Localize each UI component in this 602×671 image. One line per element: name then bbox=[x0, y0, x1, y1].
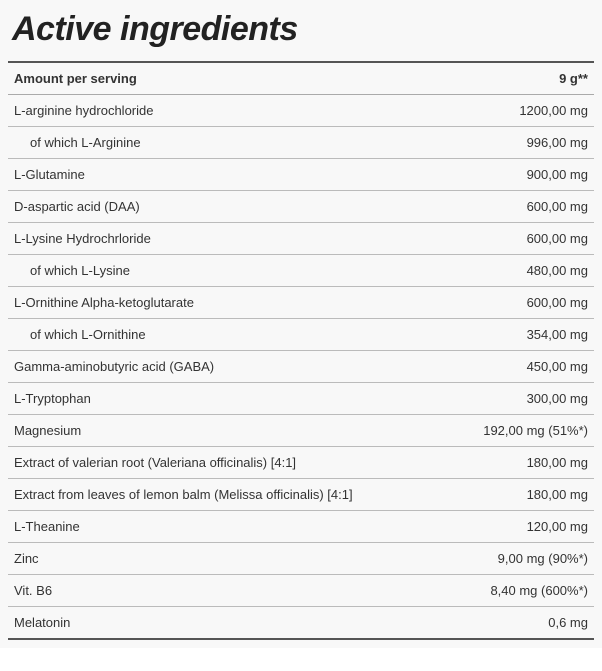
table-row: L-Tryptophan300,00 mg bbox=[8, 383, 594, 415]
ingredient-value: 600,00 mg bbox=[448, 223, 594, 255]
ingredient-value: 450,00 mg bbox=[448, 351, 594, 383]
ingredient-name: of which L-Arginine bbox=[8, 127, 448, 159]
table-row: Extract of valerian root (Valeriana offi… bbox=[8, 447, 594, 479]
table-row: L-Ornithine Alpha-ketoglutarate600,00 mg bbox=[8, 287, 594, 319]
table-row: L-arginine hydrochloride1200,00 mg bbox=[8, 95, 594, 127]
ingredient-name: Extract from leaves of lemon balm (Melis… bbox=[8, 479, 448, 511]
ingredient-name: Extract of valerian root (Valeriana offi… bbox=[8, 447, 448, 479]
ingredient-value: 120,00 mg bbox=[448, 511, 594, 543]
table-row: L-Theanine120,00 mg bbox=[8, 511, 594, 543]
table-row: Extract from leaves of lemon balm (Melis… bbox=[8, 479, 594, 511]
table-row: L-Glutamine900,00 mg bbox=[8, 159, 594, 191]
table-row: of which L-Lysine480,00 mg bbox=[8, 255, 594, 287]
ingredient-name: L-Ornithine Alpha-ketoglutarate bbox=[8, 287, 448, 319]
table-row: L-Lysine Hydrochrloride600,00 mg bbox=[8, 223, 594, 255]
ingredient-name: L-Theanine bbox=[8, 511, 448, 543]
table-row: D-aspartic acid (DAA)600,00 mg bbox=[8, 191, 594, 223]
table-row: of which L-Arginine996,00 mg bbox=[8, 127, 594, 159]
ingredient-name: of which L-Ornithine bbox=[8, 319, 448, 351]
ingredient-value: 600,00 mg bbox=[448, 191, 594, 223]
table-row: Magnesium192,00 mg (51%*) bbox=[8, 415, 594, 447]
ingredient-value: 180,00 mg bbox=[448, 447, 594, 479]
table-row: Gamma-aminobutyric acid (GABA)450,00 mg bbox=[8, 351, 594, 383]
ingredient-name: Magnesium bbox=[8, 415, 448, 447]
ingredient-name: Zinc bbox=[8, 543, 448, 575]
table-header-row: Amount per serving 9 g** bbox=[8, 62, 594, 95]
ingredient-name: L-Glutamine bbox=[8, 159, 448, 191]
ingredient-value: 192,00 mg (51%*) bbox=[448, 415, 594, 447]
ingredient-value: 354,00 mg bbox=[448, 319, 594, 351]
ingredient-name: L-Tryptophan bbox=[8, 383, 448, 415]
ingredient-name: Gamma-aminobutyric acid (GABA) bbox=[8, 351, 448, 383]
ingredient-value: 480,00 mg bbox=[448, 255, 594, 287]
ingredients-panel: Active ingredients Amount per serving 9 … bbox=[0, 0, 602, 648]
table-row: Melatonin0,6 mg bbox=[8, 607, 594, 640]
ingredient-value: 300,00 mg bbox=[448, 383, 594, 415]
ingredient-name: L-Lysine Hydrochrloride bbox=[8, 223, 448, 255]
ingredient-value: 9,00 mg (90%*) bbox=[448, 543, 594, 575]
table-row: Vit. B68,40 mg (600%*) bbox=[8, 575, 594, 607]
ingredient-name: D-aspartic acid (DAA) bbox=[8, 191, 448, 223]
table-row: of which L-Ornithine354,00 mg bbox=[8, 319, 594, 351]
ingredient-value: 600,00 mg bbox=[448, 287, 594, 319]
page-title: Active ingredients bbox=[8, 4, 594, 61]
ingredient-name: Vit. B6 bbox=[8, 575, 448, 607]
ingredient-value: 900,00 mg bbox=[448, 159, 594, 191]
ingredient-name: of which L-Lysine bbox=[8, 255, 448, 287]
ingredient-name: L-arginine hydrochloride bbox=[8, 95, 448, 127]
ingredients-tbody: L-arginine hydrochloride1200,00 mgof whi… bbox=[8, 95, 594, 640]
ingredient-value: 180,00 mg bbox=[448, 479, 594, 511]
ingredient-value: 0,6 mg bbox=[448, 607, 594, 640]
table-row: Zinc9,00 mg (90%*) bbox=[8, 543, 594, 575]
ingredient-value: 8,40 mg (600%*) bbox=[448, 575, 594, 607]
ingredient-value: 996,00 mg bbox=[448, 127, 594, 159]
ingredient-value: 1200,00 mg bbox=[448, 95, 594, 127]
header-amount-per-serving: Amount per serving bbox=[8, 62, 448, 95]
ingredients-table: Amount per serving 9 g** L-arginine hydr… bbox=[8, 61, 594, 640]
ingredient-name: Melatonin bbox=[8, 607, 448, 640]
header-serving-size: 9 g** bbox=[448, 62, 594, 95]
